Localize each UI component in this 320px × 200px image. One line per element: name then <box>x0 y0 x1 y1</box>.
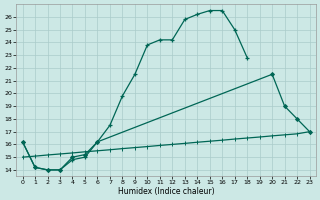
X-axis label: Humidex (Indice chaleur): Humidex (Indice chaleur) <box>118 187 214 196</box>
